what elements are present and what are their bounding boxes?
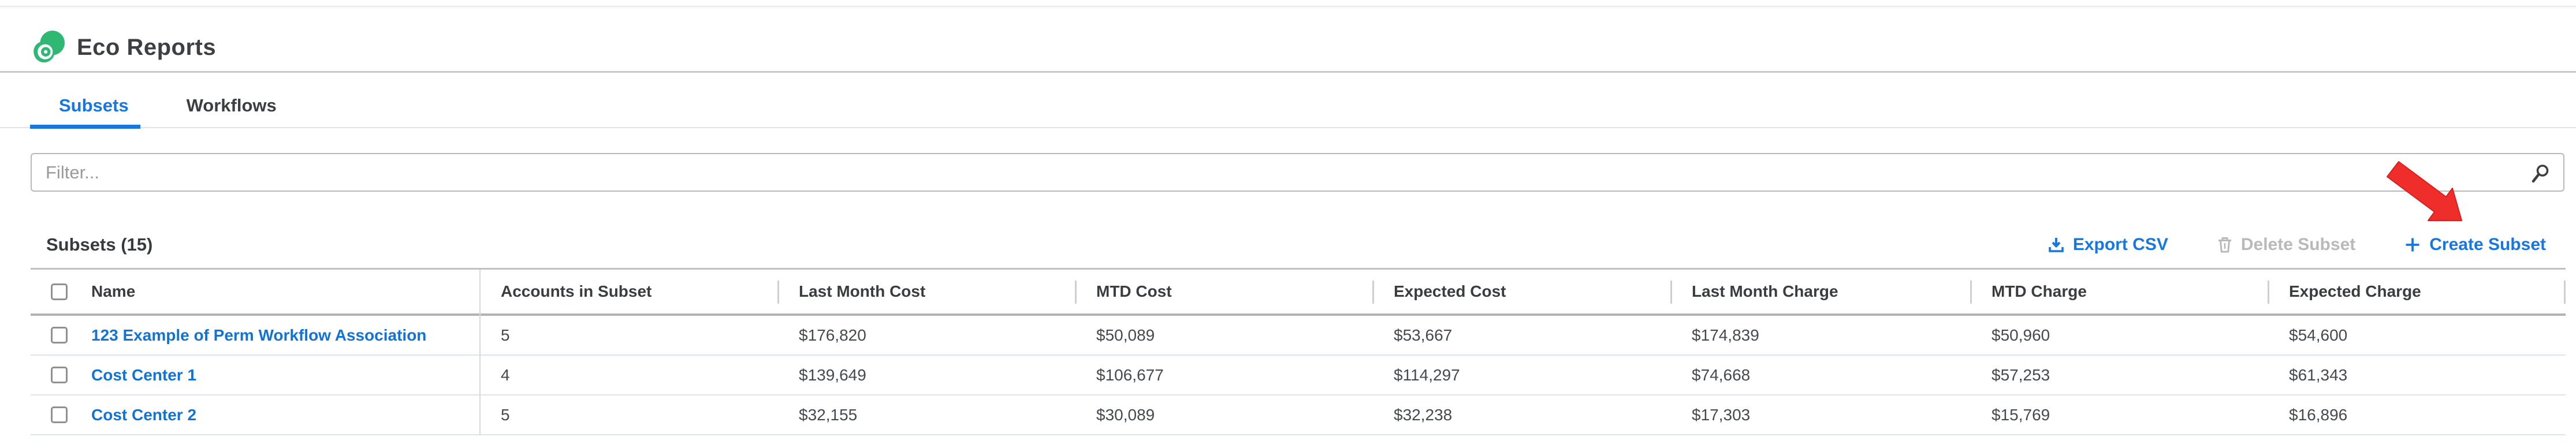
last-month-cost-cell: $176,820 xyxy=(799,326,866,344)
select-all-checkbox[interactable] xyxy=(51,283,68,300)
mtd-cost-cell: $30,089 xyxy=(1096,405,1155,424)
header-cell-name: Name xyxy=(31,270,479,313)
plus-icon xyxy=(2406,238,2419,252)
row-checkbox[interactable] xyxy=(51,367,68,383)
header-cell-mtd-charge: MTD Charge xyxy=(1970,270,2268,313)
header-cell-expected-cost: Expected Cost xyxy=(1372,270,1670,313)
mtd-charge-cell: $50,960 xyxy=(1991,326,2050,344)
delete-subset-button[interactable]: Delete Subset xyxy=(2217,235,2355,255)
accounts-cell: 5 xyxy=(501,326,510,344)
subset-name-link[interactable]: Cost Center 1 xyxy=(91,365,197,384)
action-buttons: Export CSV Delete Subset Create Subset xyxy=(2048,235,2546,255)
create-subset-label: Create Subset xyxy=(2429,235,2546,254)
expected-cost-cell: $53,667 xyxy=(1394,326,1453,344)
row-name-cell: 123 Example of Perm Workflow Association xyxy=(31,316,479,354)
download-icon xyxy=(2049,238,2064,252)
create-subset-button[interactable]: Create Subset xyxy=(2404,235,2546,255)
table-header-row: Name Accounts in Subset Last Month Cost … xyxy=(31,268,2566,316)
top-divider xyxy=(0,6,2576,7)
filter-input[interactable] xyxy=(31,153,2564,192)
tab-bar: Subsets Workflows xyxy=(30,87,306,125)
row-name-cell: Cost Center 1 xyxy=(31,356,479,394)
last-month-charge-cell: $174,839 xyxy=(1692,326,1759,344)
last-month-cost-cell: $139,649 xyxy=(799,365,866,384)
subset-name-link[interactable]: 123 Example of Perm Workflow Association xyxy=(91,326,427,344)
row-checkbox[interactable] xyxy=(51,406,68,423)
mtd-cost-cell: $50,089 xyxy=(1096,326,1155,344)
section-title: Subsets (15) xyxy=(46,234,153,255)
search-icon xyxy=(2532,165,2549,183)
export-csv-label: Export CSV xyxy=(2072,235,2168,254)
expected-charge-cell: $16,896 xyxy=(2289,405,2348,424)
accounts-cell: 5 xyxy=(501,405,510,424)
filter-bar xyxy=(31,153,2564,192)
mtd-charge-cell: $15,769 xyxy=(1991,405,2050,424)
app-header: Eco Reports xyxy=(32,19,216,76)
header-cell-accounts: Accounts in Subset xyxy=(501,282,652,300)
expected-charge-cell: $54,600 xyxy=(2289,326,2348,344)
last-month-charge-cell: $17,303 xyxy=(1692,405,1751,424)
subset-name-link[interactable]: Cost Center 2 xyxy=(91,405,197,424)
row-checkbox[interactable] xyxy=(51,327,68,344)
header-cell-last-month-charge: Last Month Charge xyxy=(1670,270,1970,313)
expected-cost-cell: $32,238 xyxy=(1394,405,1453,424)
last-month-charge-cell: $74,668 xyxy=(1692,365,1751,384)
header-divider xyxy=(0,71,2576,73)
table-row: 123 Example of Perm Workflow Association… xyxy=(31,316,2566,356)
mtd-charge-cell: $57,253 xyxy=(1991,365,2050,384)
eco-reports-logo-icon xyxy=(32,31,65,66)
header-cell-last-month-cost: Last Month Cost xyxy=(777,270,1075,313)
subsets-table: Name Accounts in Subset Last Month Cost … xyxy=(31,268,2566,435)
section-header-row: Subsets (15) Export CSV Delete Subset xyxy=(46,228,2546,262)
export-csv-button[interactable]: Export CSV xyxy=(2048,235,2168,255)
row-name-cell: Cost Center 2 xyxy=(31,395,479,434)
table-row: Cost Center 2 5 $32,155 $30,089 $32,238 … xyxy=(31,395,2566,435)
expected-cost-cell: $114,297 xyxy=(1394,365,1460,384)
table-row: Cost Center 1 4 $139,649 $106,677 $114,2… xyxy=(31,356,2566,395)
tab-workflows[interactable]: Workflows xyxy=(186,95,277,115)
last-month-cost-cell: $32,155 xyxy=(799,405,858,424)
header-cell-mtd-cost: MTD Cost xyxy=(1075,270,1372,313)
mtd-cost-cell: $106,677 xyxy=(1096,365,1164,384)
tab-subsets[interactable]: Subsets xyxy=(59,95,129,115)
delete-subset-label: Delete Subset xyxy=(2240,235,2356,254)
name-column-separator xyxy=(479,270,481,435)
header-cell-expected-charge: Expected Charge xyxy=(2268,270,2566,313)
page-title: Eco Reports xyxy=(77,34,217,60)
expected-charge-cell: $61,343 xyxy=(2289,365,2348,384)
active-tab-indicator xyxy=(30,125,140,129)
tab-bar-baseline xyxy=(0,127,2576,128)
column-label-name: Name xyxy=(91,282,136,300)
accounts-cell: 4 xyxy=(501,365,510,384)
trash-icon xyxy=(2218,237,2231,253)
